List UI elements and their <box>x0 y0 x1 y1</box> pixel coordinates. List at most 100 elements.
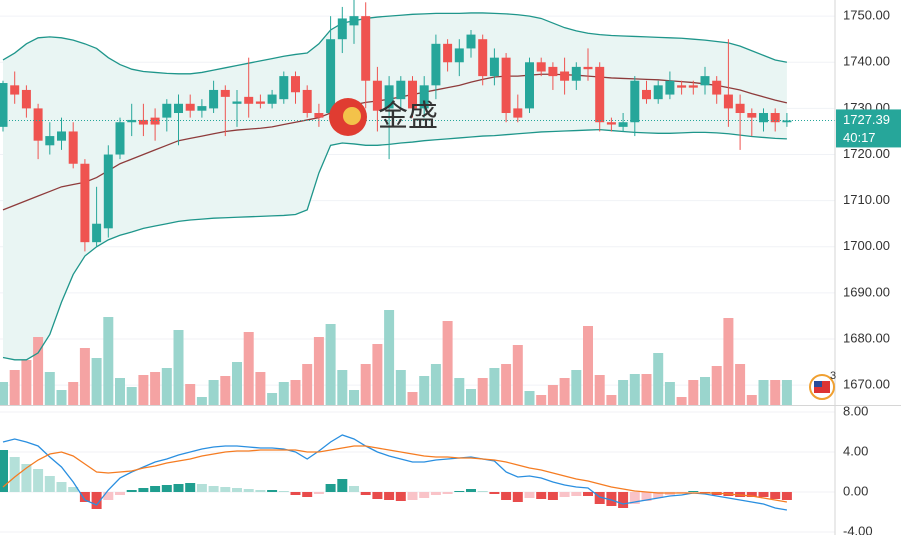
volume-bar <box>653 353 664 405</box>
volume-bar <box>255 372 266 405</box>
volume-bar <box>138 375 149 405</box>
y-tick-label: 4.00 <box>843 443 868 458</box>
volume-bar <box>641 374 652 405</box>
volume-bar <box>676 397 687 405</box>
volume-bar <box>325 324 336 405</box>
macd-histogram-bar <box>466 489 476 492</box>
macd-histogram-bar <box>103 492 114 500</box>
candle-body <box>525 62 534 109</box>
candle-body <box>431 43 441 86</box>
volume-bar <box>115 378 125 405</box>
y-tick-label: 1690.00 <box>843 284 890 299</box>
volume-bar <box>33 337 44 405</box>
volume-bar <box>103 317 114 405</box>
candle-body <box>115 122 125 155</box>
candle-body <box>103 154 113 229</box>
volume-bar <box>232 362 242 405</box>
macd-histogram-bar <box>641 492 652 501</box>
candle-body <box>735 103 745 114</box>
volume-bar <box>770 380 781 405</box>
macd-histogram-bar <box>547 492 558 500</box>
candle-body <box>0 83 8 127</box>
volume-bar <box>91 358 102 405</box>
volume-bar <box>583 326 593 405</box>
candle-body <box>513 108 523 118</box>
macd-histogram-bar <box>770 492 781 499</box>
candle-body <box>782 120 792 123</box>
volume-bar <box>243 332 254 405</box>
macd-histogram-bar <box>688 491 699 492</box>
volume-bar <box>700 377 710 405</box>
candle-body <box>501 57 511 114</box>
macd-histogram-bar <box>372 492 383 499</box>
macd-histogram-bar <box>430 492 441 495</box>
volume-bar <box>313 337 324 405</box>
candle-body <box>443 43 453 63</box>
candle-body <box>759 113 768 123</box>
volume-bar <box>746 395 757 405</box>
macd-histogram-bar <box>501 492 512 500</box>
volume-bar <box>442 321 453 405</box>
macd-histogram-bar <box>243 489 254 492</box>
volume-bar <box>594 375 605 405</box>
candle-body <box>314 113 324 118</box>
candle-body <box>138 119 148 125</box>
macd-histogram-bar <box>267 490 278 492</box>
volume-bar <box>9 370 20 405</box>
macd-histogram-bar <box>360 492 371 495</box>
candle-body <box>92 223 102 243</box>
macd-histogram-bar <box>208 486 219 492</box>
signal-line <box>2 445 788 503</box>
volume-bar <box>735 364 746 405</box>
macd-histogram-bar <box>33 469 44 492</box>
candle-body <box>384 85 394 109</box>
macd-histogram-bar <box>150 486 161 492</box>
macd-histogram-bar <box>606 492 617 506</box>
candle-body <box>396 80 406 100</box>
volume-bar <box>559 378 570 405</box>
last-price-label: 1727.39 <box>843 112 890 127</box>
volume-bar <box>0 382 8 405</box>
volume-bar <box>466 389 476 405</box>
macd-histogram-bar <box>138 488 149 492</box>
macd-histogram-bar <box>349 486 359 492</box>
candle-body <box>606 122 616 125</box>
volume-bar <box>79 348 90 405</box>
macd-histogram-bar <box>419 492 430 498</box>
candle-body <box>291 76 300 93</box>
macd-histogram-bar <box>21 464 32 492</box>
candle-body <box>595 66 605 123</box>
macd-histogram-bar <box>220 487 231 492</box>
macd-histogram-bar <box>56 482 67 492</box>
volume-bar <box>512 345 523 405</box>
candle-body <box>560 71 570 81</box>
macd-histogram-bar <box>442 492 453 494</box>
candle-body <box>747 113 757 118</box>
y-tick-label: -4.00 <box>843 523 873 535</box>
event-count: 3 <box>830 370 836 382</box>
volume-bar <box>664 382 675 405</box>
candle-body <box>688 85 698 88</box>
watermark-logo-inner <box>343 107 361 125</box>
y-tick-label: 1750.00 <box>843 8 890 23</box>
macd-histogram-bar <box>583 492 593 496</box>
macd-histogram-bar <box>477 491 488 492</box>
volume-bar <box>454 378 465 405</box>
y-tick-label: 0.00 <box>843 483 868 498</box>
candle-body <box>536 62 546 72</box>
macd-histogram-bar <box>196 484 207 492</box>
candle-body <box>548 66 558 77</box>
candle-body <box>232 101 242 104</box>
candle-body <box>677 85 687 88</box>
candle-body <box>150 117 160 125</box>
macd-histogram-bar <box>161 485 172 492</box>
band-middle <box>2 73 788 211</box>
macd-histogram-bar <box>173 484 184 492</box>
candle-body <box>220 89 230 97</box>
candle-body <box>642 89 651 100</box>
macd-histogram-bar <box>290 492 301 495</box>
candle-body <box>571 66 581 81</box>
macd-histogram-bar <box>571 492 582 496</box>
y-tick-label: 1670.00 <box>843 377 890 392</box>
macd-histogram-bar <box>653 492 664 498</box>
